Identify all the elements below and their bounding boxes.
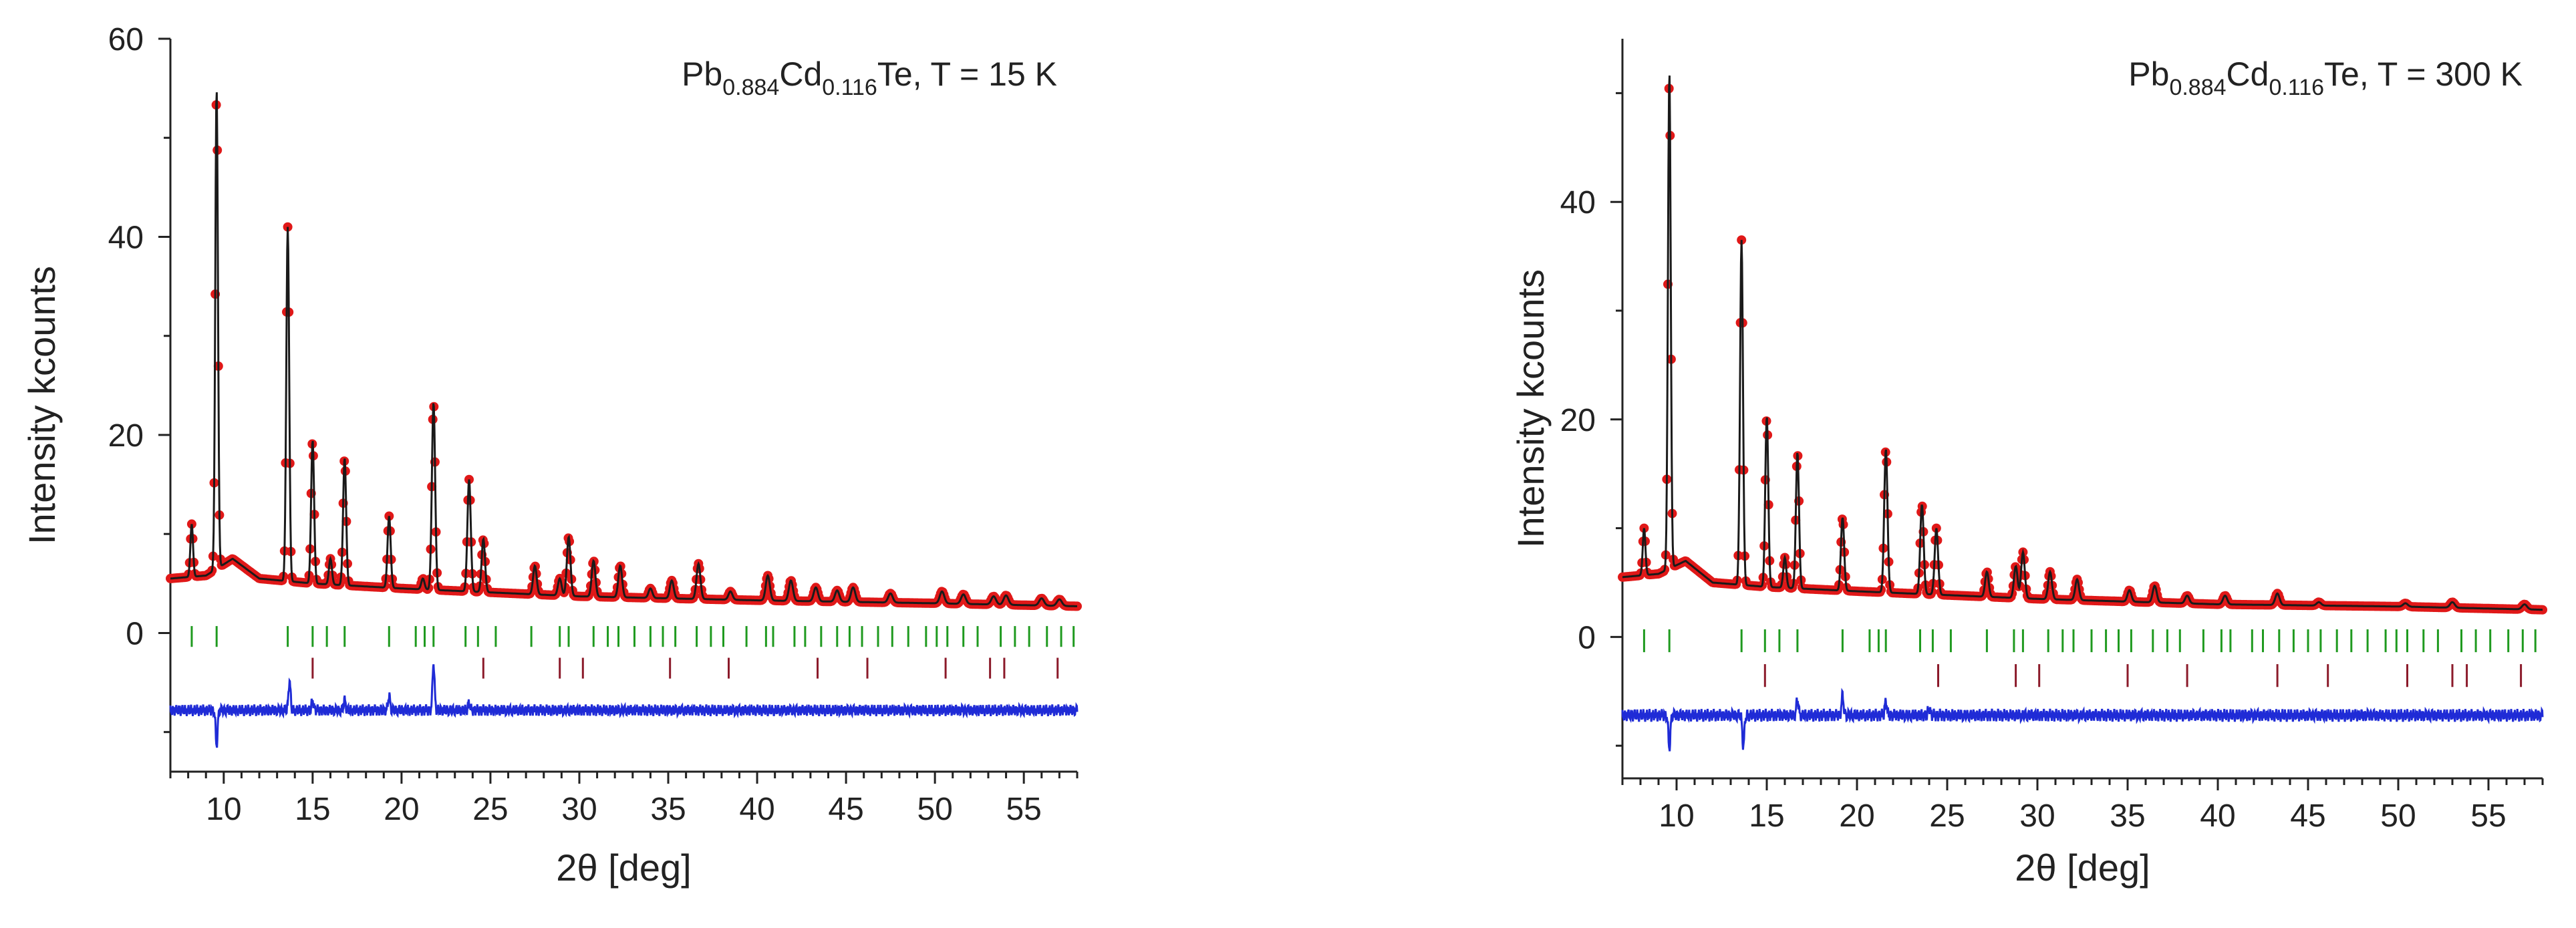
x-tick-label: 40: [739, 792, 774, 827]
x-tick-label: 30: [561, 792, 597, 827]
y-tick-label: 0: [1578, 620, 1596, 655]
reflection-markers-phase2: [311, 657, 1059, 679]
y-tick-label: 40: [1560, 185, 1596, 220]
calculated-series: [170, 92, 1077, 607]
y-tick-label: 20: [108, 418, 144, 454]
observed-points: [166, 100, 1082, 611]
x-tick-label: 30: [2019, 798, 2055, 834]
difference-series: [169, 664, 1079, 748]
observed-series: [1618, 84, 2547, 615]
difference-series: [1621, 687, 2544, 752]
y-tick-label: 0: [126, 616, 144, 651]
x-tick-label: 50: [917, 792, 952, 827]
reflection-markers-phase1: [1642, 629, 2537, 653]
y-tick-label: 40: [108, 220, 144, 255]
chart-annotation: Pb0.884Cd0.116Te, T = 15 K: [682, 55, 1057, 100]
x-tick-label: 20: [384, 792, 419, 827]
x-axis-title: 2θ [deg]: [2015, 846, 2150, 889]
x-tick-label: 45: [2290, 798, 2325, 834]
x-tick-label: 35: [650, 792, 686, 827]
x-tick-label: 25: [472, 792, 508, 827]
x-tick-label: 50: [2380, 798, 2416, 834]
x-tick-label: 55: [1006, 792, 1041, 827]
chart-annotation: Pb0.884Cd0.116Te, T = 300 K: [2128, 55, 2523, 100]
x-tick-label: 45: [828, 792, 863, 827]
observed-series: [166, 100, 1082, 611]
y-tick-label: 20: [1560, 403, 1596, 438]
x-axis-title: 2θ [deg]: [556, 846, 691, 889]
reflection-markers-phase1: [190, 626, 1075, 647]
y-axis-title: Intensity kcounts: [21, 266, 63, 545]
reflection-markers-phase2: [1763, 664, 2523, 687]
observed-points: [1618, 84, 2547, 615]
x-tick-label: 15: [295, 792, 330, 827]
calculated-series: [1622, 75, 2543, 611]
x-tick-label: 55: [2470, 798, 2506, 834]
y-tick-label: 60: [108, 22, 144, 57]
x-tick-label: 40: [2200, 798, 2235, 834]
y-axis-title: Intensity kcounts: [1510, 269, 1552, 548]
x-tick-label: 35: [2110, 798, 2145, 834]
x-tick-label: 20: [1839, 798, 1874, 834]
x-tick-label: 25: [1929, 798, 1965, 834]
x-tick-label: 10: [206, 792, 241, 827]
chart-panel-15k: 10 15 20 25 30 35 40 45 50 55 0 20 40 60 2θ [deg] Inten…: [21, 22, 1082, 889]
x-tick-label: 15: [1749, 798, 1784, 834]
chart-panel-300k: 10 15 20 25 30 35 40 45 50 55 0 20 40 2θ [deg] Intensi…: [1510, 39, 2547, 889]
x-tick-label: 10: [1659, 798, 1694, 834]
